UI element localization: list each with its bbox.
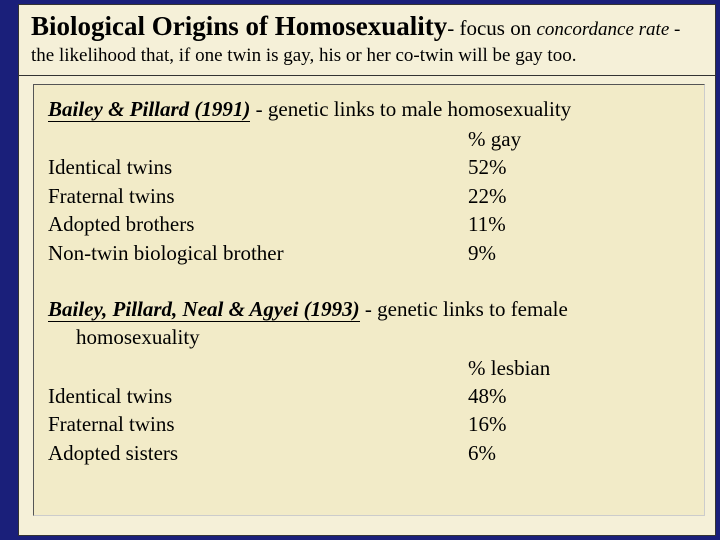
row-value: 52% (468, 153, 690, 181)
study-2-col-header: % lesbian (468, 354, 690, 382)
blank-cell (48, 125, 468, 153)
table-row: Adopted sisters 6% (48, 439, 690, 467)
table-row: Fraternal twins 22% (48, 182, 690, 210)
title-tail: - focus on (447, 16, 536, 40)
study-1-header-row: % gay (48, 125, 690, 153)
table-row: Adopted brothers 11% (48, 210, 690, 238)
left-decorative-squares (0, 0, 20, 540)
table-row: Identical twins 48% (48, 382, 690, 410)
emphasis-term: concordance rate (536, 19, 669, 40)
row-label: Adopted sisters (48, 439, 468, 467)
table-row: Fraternal twins 16% (48, 410, 690, 438)
row-label: Fraternal twins (48, 182, 468, 210)
row-value: 16% (468, 410, 690, 438)
row-value: 22% (468, 182, 690, 210)
content-box: Bailey & Pillard (1991) - genetic links … (33, 84, 705, 516)
row-value: 11% (468, 210, 690, 238)
study-2-citation: Bailey, Pillard, Neal & Agyei (1993) (48, 297, 360, 322)
slide-panel: Biological Origins of Homosexuality- foc… (18, 4, 716, 536)
study-1-desc: - genetic links to male homosexuality (250, 97, 571, 121)
study-2-heading: Bailey, Pillard, Neal & Agyei (1993) - g… (48, 295, 690, 352)
row-label: Non-twin biological brother (48, 239, 468, 267)
study-2-header-row: % lesbian (48, 354, 690, 382)
row-value: 48% (468, 382, 690, 410)
study-1: Bailey & Pillard (1991) - genetic links … (48, 95, 690, 267)
row-value: 9% (468, 239, 690, 267)
study-1-col-header: % gay (468, 125, 690, 153)
row-label: Identical twins (48, 382, 468, 410)
row-value: 6% (468, 439, 690, 467)
slide-header: Biological Origins of Homosexuality- foc… (19, 5, 715, 76)
row-label: Fraternal twins (48, 410, 468, 438)
study-2-desc: - genetic links to female (360, 297, 568, 321)
study-2: Bailey, Pillard, Neal & Agyei (1993) - g… (48, 295, 690, 467)
table-row: Non-twin biological brother 9% (48, 239, 690, 267)
row-label: Identical twins (48, 153, 468, 181)
study-2-desc-cont: homosexuality (48, 323, 690, 351)
blank-cell (48, 354, 468, 382)
study-1-citation: Bailey & Pillard (1991) (48, 97, 250, 122)
table-row: Identical twins 52% (48, 153, 690, 181)
spacer (48, 267, 690, 295)
study-1-heading: Bailey & Pillard (1991) - genetic links … (48, 95, 690, 123)
slide-title: Biological Origins of Homosexuality (31, 11, 447, 41)
row-label: Adopted brothers (48, 210, 468, 238)
